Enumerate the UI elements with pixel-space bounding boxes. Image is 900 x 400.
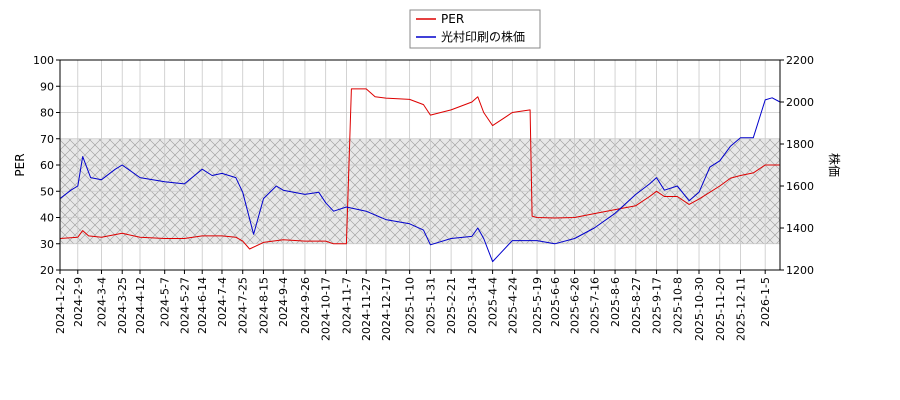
left-tick-label: 20 <box>40 264 54 277</box>
x-tick-label: 2024-2-9 <box>72 277 85 327</box>
left-tick-label: 80 <box>40 107 54 120</box>
x-tick-label: 2025-8-27 <box>630 277 643 334</box>
left-tick-label: 70 <box>40 133 54 146</box>
x-tick-label: 2025-4-24 <box>506 277 519 334</box>
x-tick-label: 2024-3-25 <box>116 277 129 334</box>
x-tick-label: 2024-9-4 <box>277 277 290 327</box>
x-tick-label: 2025-4-4 <box>487 277 500 327</box>
series-line-per <box>60 88 780 250</box>
series-layer <box>60 88 780 263</box>
left-tick-label: 30 <box>40 238 54 251</box>
x-tick-label: 2025-9-17 <box>651 277 664 334</box>
x-tick-label: 2024-3-4 <box>95 277 108 327</box>
legend-box <box>409 9 541 49</box>
x-tick-label: 2026-1-5 <box>759 277 772 327</box>
left-tick-label: 100 <box>33 54 54 67</box>
x-axis: 2024-1-22 2024-2-9 2024-3-4 2024-3-25 2024-4… <box>54 270 772 341</box>
x-tick-label: 2025-11-20 <box>714 277 727 341</box>
legend: PER 光村印刷の株価 <box>409 9 541 49</box>
x-tick-label: 2024-11-27 <box>360 277 373 341</box>
x-tick-label: 2025-1-10 <box>404 277 417 334</box>
right-tick-label: 1600 <box>786 180 814 193</box>
x-tick-label: 2024-5-7 <box>159 277 172 327</box>
right-tick-label: 1200 <box>786 264 814 277</box>
x-tick-label: 2025-12-11 <box>734 277 747 341</box>
x-tick-label: 2025-3-14 <box>466 277 479 334</box>
right-tick-label: 1400 <box>786 222 814 235</box>
x-tick-label: 2024-4-12 <box>134 277 147 334</box>
x-tick-label: 2024-6-14 <box>196 277 209 334</box>
x-tick-label: 2025-8-6 <box>609 277 622 327</box>
x-tick-label: 2025-6-6 <box>549 277 562 327</box>
x-tick-label: 2025-5-19 <box>531 277 544 334</box>
left-tick-label: 60 <box>40 159 54 172</box>
x-tick-label: 2025-6-26 <box>569 277 582 334</box>
x-tick-label: 2024-1-22 <box>54 277 67 334</box>
x-tick-label: 2024-11-7 <box>340 277 353 334</box>
left-tick-label: 40 <box>40 212 54 225</box>
x-tick-label: 2024-10-17 <box>320 277 333 341</box>
left-axis-title: PER <box>13 153 27 176</box>
left-y-axis: 20 30 40 50 60 70 80 90 100 <box>33 54 60 277</box>
x-tick-label: 2024-7-4 <box>216 277 229 327</box>
right-tick-label: 1800 <box>786 138 814 151</box>
x-tick-label: 2025-7-16 <box>588 277 601 334</box>
x-tick-label: 2025-1-31 <box>424 277 437 334</box>
legend-label-per: PER <box>441 12 464 26</box>
x-tick-label: 2024-9-26 <box>299 277 312 334</box>
series-line-stock-price <box>60 97 780 263</box>
right-tick-label: 2000 <box>786 96 814 109</box>
right-tick-label: 2200 <box>786 54 814 67</box>
right-y-axis: 1200 1400 1600 1800 2000 2200 <box>780 54 814 277</box>
right-axis-title: 株価 <box>827 153 842 177</box>
left-tick-label: 90 <box>40 80 54 93</box>
x-tick-label: 2024-12-17 <box>380 277 393 341</box>
left-tick-label: 50 <box>40 185 54 198</box>
x-tick-label: 2024-5-27 <box>178 277 191 334</box>
legend-label-stock: 光村印刷の株価 <box>441 29 525 44</box>
x-tick-label: 2025-10-30 <box>693 277 706 341</box>
x-tick-label: 2025-2-21 <box>445 277 458 334</box>
x-tick-label: 2025-10-8 <box>671 277 684 334</box>
x-tick-label: 2024-7-25 <box>237 277 250 334</box>
x-tick-label: 2024-8-15 <box>257 277 270 334</box>
